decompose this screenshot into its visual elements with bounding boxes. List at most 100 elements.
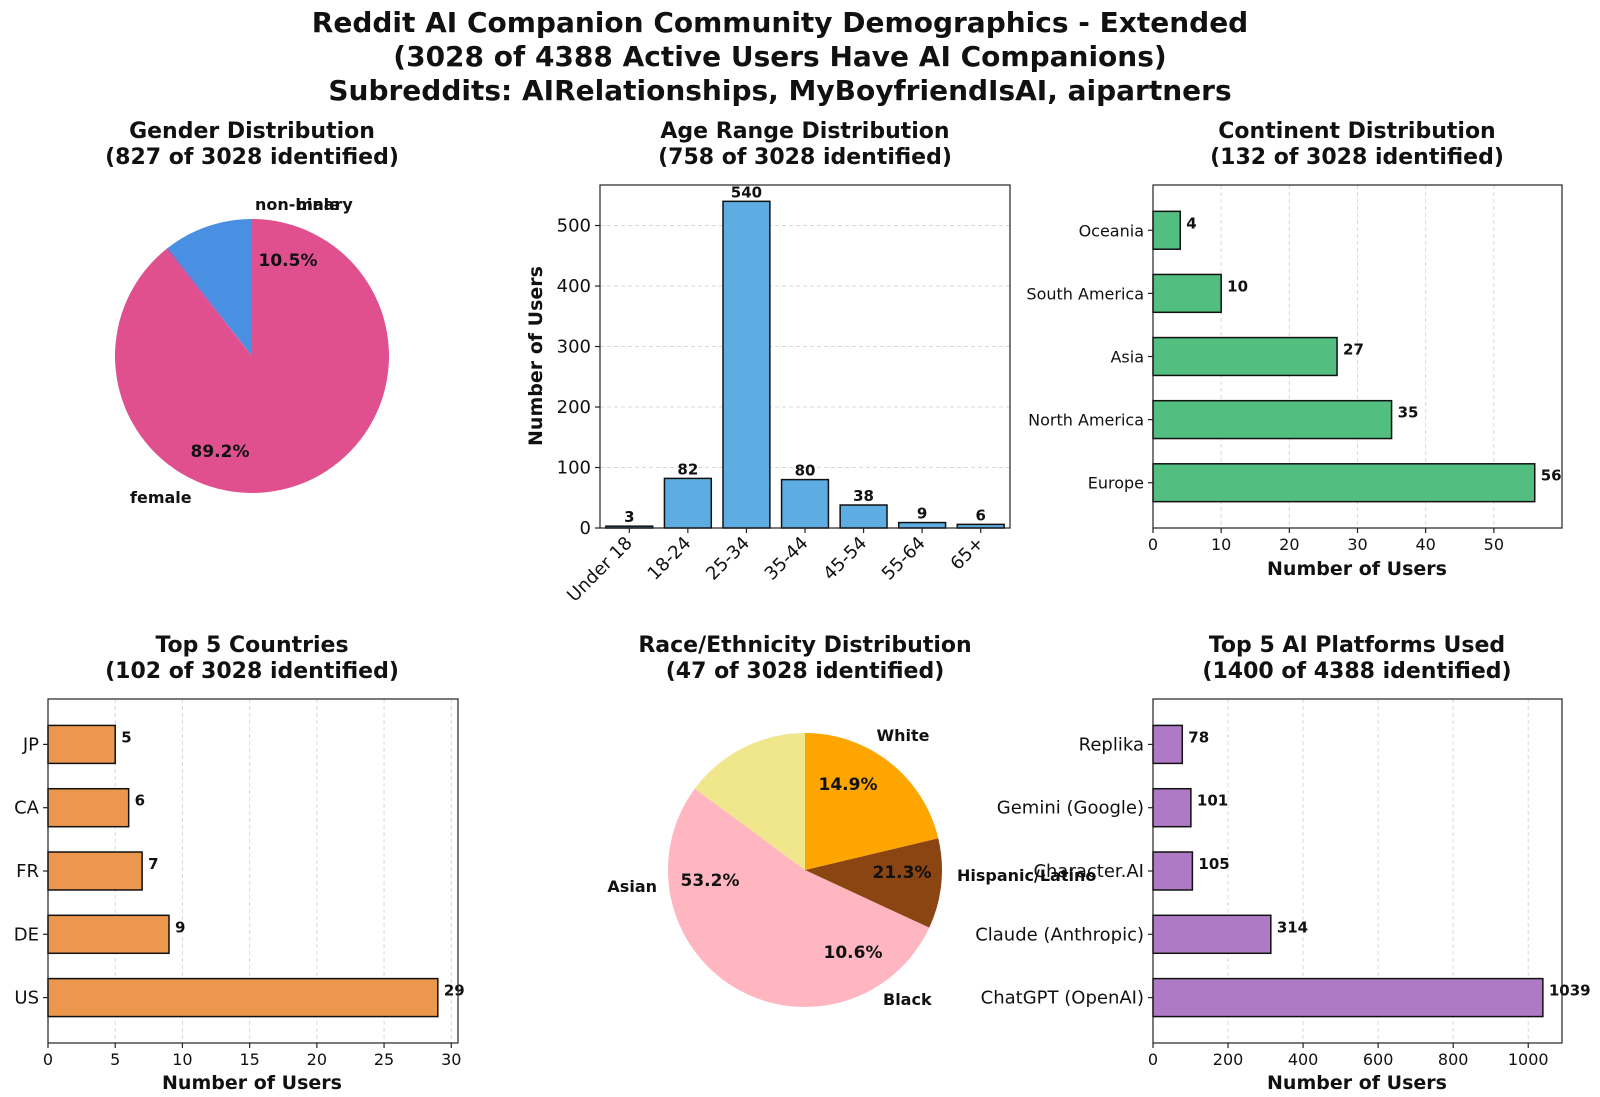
age-value-label-45-54: 38 [853,487,874,505]
age-bar-45-54 [839,504,888,529]
countries-ytick-label-jp: JP [22,734,39,755]
gender-pct-male: 10.5% [259,251,318,271]
age-ytick-label: 400 [557,276,591,297]
age-xtick-label-55-64: 55-64 [878,533,930,585]
continent-title-line-2: (132 of 3028 identified) [1210,145,1504,170]
age-bar-25-34 [722,200,771,529]
continent-xtick-label: 0 [1148,535,1158,554]
race-pct-hispanic-latino: 21.3% [873,863,932,883]
platforms-ytick-label-replika: Replika [1079,734,1144,755]
continent-xtick-label: 50 [1484,535,1504,554]
countries-title-line-2: (102 of 3028 identified) [105,659,399,684]
platforms-value-label-claude-anthropic: 314 [1277,918,1308,936]
platforms-xtick-label: 1000 [1508,1050,1549,1069]
continent-ytick-label-oceania: Oceania [1079,221,1144,240]
countries-value-label-us: 29 [444,982,465,1000]
platforms-bar-claude-anthropic [1152,914,1272,955]
age-ytick-label: 300 [557,337,591,358]
race-label-black: Black [883,990,932,1009]
platforms-value-label-gemini-google: 101 [1197,792,1228,810]
age-ytick-label: 100 [557,458,591,479]
countries-value-label-de: 9 [175,918,185,936]
platforms-ytick-label-chatgpt-openai: ChatGPT (OpenAI) [981,988,1144,1009]
continent-xtick-label: 20 [1279,535,1299,554]
platforms-title-line-2: (1400 of 4388 identified) [1202,659,1511,684]
age-bar-chart: Age Range Distribution (758 of 3028 iden… [525,119,1011,606]
platforms-xtick-label: 600 [1363,1050,1394,1069]
age-value-label-18-24: 82 [677,460,698,478]
figure-title-line-3: Subreddits: AIRelationships, MyBoyfriend… [328,74,1231,107]
gender-pct-female: 89.2% [191,442,250,462]
countries-xlabel: Number of Users [162,1072,342,1094]
age-bar-18-24 [663,477,713,529]
race-title-line-2: (47 of 3028 identified) [666,659,945,684]
age-value-label-25-34: 540 [731,183,762,201]
continent-title-line-1: Continent Distribution [1218,119,1495,144]
continent-plot-frame [1152,184,1563,529]
countries-xtick-label: 20 [307,1050,327,1069]
countries-bar-chart: Top 5 Countries (102 of 3028 identified)… [14,633,465,1094]
continent-bar-europe [1152,463,1536,503]
platforms-ytick-label-character-ai: Character.AI [1033,861,1144,882]
race-pct-asian: 53.2% [681,871,740,891]
gender-pie-chart: Gender Distribution (827 of 3028 identif… [105,119,399,507]
platforms-value-label-character-ai: 105 [1198,855,1229,873]
continent-bar-oceania [1152,210,1182,250]
countries-bar-jp [47,724,116,765]
countries-bar-de [47,914,170,955]
countries-xtick-label: 15 [239,1050,259,1069]
race-slice-asian [667,788,930,1008]
race-pct-black: 10.6% [824,943,883,963]
age-ylabel: Number of Users [525,266,547,446]
age-xtick-label-35-44: 35-44 [761,533,813,585]
age-value-label-65: 6 [975,506,985,524]
countries-xtick-label: 10 [172,1050,192,1069]
gender-label-female: female [130,488,192,507]
gender-title-line-1: Gender Distribution [129,119,375,144]
countries-bar-fr [47,851,143,891]
race-slice-black [805,838,943,928]
figure-title-line-1: Reddit AI Companion Community Demographi… [312,6,1248,39]
age-value-label-under-18: 3 [624,508,634,526]
platforms-bar-chatgpt-openai [1152,977,1544,1018]
platforms-value-label-replika: 78 [1188,728,1209,746]
race-title-line-1: Race/Ethnicity Distribution [638,633,971,658]
continent-ytick-label-asia: Asia [1110,348,1144,367]
platforms-value-label-chatgpt-openai: 1039 [1549,982,1591,1000]
gender-label-male: male [296,195,340,214]
race-label-hispanic-latino: Hispanic/Latino [957,866,1096,885]
gender-label-non-binary: non-binary [255,195,353,214]
countries-xtick-label: 5 [110,1050,120,1069]
continent-xtick-label: 10 [1211,535,1231,554]
platforms-xlabel: Number of Users [1267,1072,1447,1094]
age-ytick-label: 500 [557,216,591,237]
age-title-line-2: (758 of 3028 identified) [658,145,952,170]
continent-value-label-europe: 56 [1541,467,1562,485]
gender-slice-non-binary [166,247,252,356]
continent-bar-north-america [1152,399,1393,440]
figure-title-line-2: (3028 of 4388 Active Users Have AI Compa… [393,40,1166,73]
gender-slice-female [114,219,389,493]
race-label-asian: Asian [607,877,657,896]
countries-ytick-label-us: US [14,988,39,1009]
age-xtick-label-25-34: 25-34 [702,533,754,585]
continent-xtick-label: 40 [1415,535,1435,554]
continent-ytick-label-north-america: North America [1028,411,1144,430]
continent-bar-chart: Continent Distribution (132 of 3028 iden… [1026,119,1563,580]
continent-xtick-label: 30 [1347,535,1367,554]
platforms-title-line-1: Top 5 AI Platforms Used [1209,633,1505,658]
race-pie-chart: Race/Ethnicity Distribution (47 of 3028 … [607,633,1096,1009]
countries-plot-frame [47,698,459,1044]
age-title-line-1: Age Range Distribution [660,119,949,144]
race-pct-white: 14.9% [819,775,878,795]
age-value-label-55-64: 9 [917,505,927,523]
age-plot-frame [599,184,1011,529]
age-ytick-label: 0 [580,518,591,539]
platforms-xtick-label: 200 [1213,1050,1244,1069]
platforms-xtick-label: 0 [1148,1050,1158,1069]
countries-xtick-label: 30 [441,1050,461,1069]
platforms-plot-frame [1152,698,1563,1044]
platforms-bar-gemini-google [1152,787,1192,828]
continent-bar-asia [1152,336,1338,377]
countries-ytick-label-ca: CA [14,798,40,819]
